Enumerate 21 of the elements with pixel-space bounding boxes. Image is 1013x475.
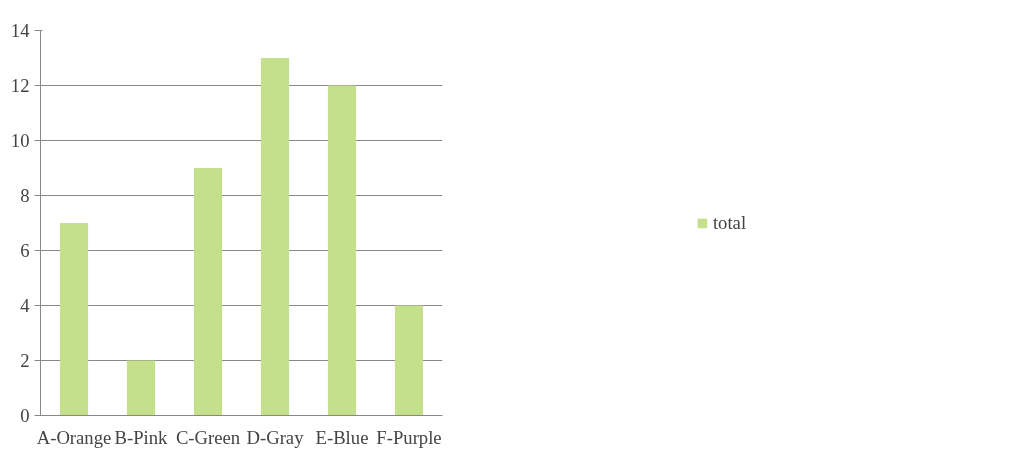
- y-tick-label: 10: [10, 130, 30, 151]
- y-tick-label: 6: [20, 240, 30, 261]
- y-tick-label: 2: [20, 350, 30, 371]
- y-tick-label: 14: [10, 20, 31, 41]
- x-tick-label: B-Pink: [114, 426, 169, 448]
- y-tick-label: 0: [20, 405, 30, 426]
- y-tick-label: 12: [10, 75, 30, 96]
- x-tick-label: A-Orange: [36, 426, 112, 448]
- bar: [260, 58, 290, 416]
- bar: [126, 360, 156, 416]
- bar: [59, 223, 89, 416]
- y-tick-label: 4: [20, 295, 31, 316]
- x-tick-label: C-Green: [175, 426, 241, 448]
- bar: [394, 305, 424, 416]
- x-tick-label: E-Blue: [315, 426, 369, 448]
- bar: [193, 168, 223, 416]
- x-tick-label: F-Purple: [376, 426, 442, 448]
- legend-label: total: [712, 211, 747, 234]
- bar: [327, 85, 357, 416]
- x-tick-label: D-Gray: [246, 426, 305, 448]
- y-tick-label: 8: [20, 185, 30, 206]
